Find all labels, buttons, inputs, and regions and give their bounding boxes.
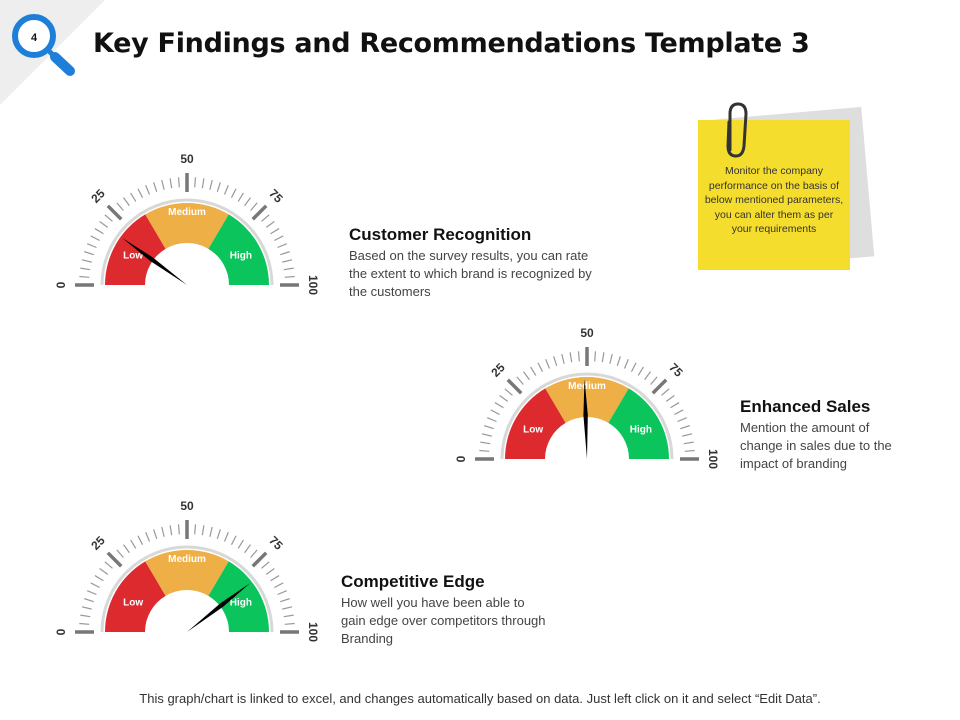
page-title: Key Findings and Recommendations Templat… [93, 28, 810, 59]
gauge-band-medium [145, 203, 229, 249]
gauge-tick-label: 50 [180, 152, 194, 166]
sticky-note-text: Monitor the company performance on the b… [704, 165, 844, 235]
sticky-note: Monitor the company performance on the b… [690, 95, 890, 290]
gauge-band-low [505, 388, 566, 459]
gauge-tick-label: 0 [454, 455, 468, 462]
gauge-tick-label: 50 [180, 499, 194, 513]
gauge-band-high [208, 214, 269, 285]
gauge-tick-label: 25 [488, 360, 508, 380]
customer-recognition-block: Customer Recognition Based on the survey… [349, 225, 599, 301]
gauge-band-high [208, 561, 269, 632]
competitive-edge-description: How well you have been able to gain edge… [341, 595, 546, 646]
competitive-edge-block: Competitive Edge How well you have been … [341, 572, 551, 648]
gauge-band-label: Medium [168, 207, 206, 218]
gauge-band-label: High [630, 424, 652, 435]
gauge-tick-label: 75 [266, 533, 286, 553]
slide-number: 4 [31, 32, 38, 44]
gauge-needle [187, 582, 251, 632]
gauge-enhanced-sales[interactable]: Low Medium High 0 25 50 75 100 [447, 314, 727, 474]
customer-recognition-title: Customer Recognition [349, 225, 532, 244]
customer-recognition-description: Based on the survey results, you can rat… [349, 248, 592, 299]
gauge-band-label: Medium [568, 381, 606, 392]
gauge-tick-label: 50 [580, 326, 594, 340]
sticky-note-paper: Monitor the company performance on the b… [698, 120, 850, 270]
gauge-band-medium [145, 550, 229, 596]
gauge-band-high [608, 388, 669, 459]
gauge-tick-label: 75 [266, 186, 286, 206]
magnifier-icon: 4 [12, 14, 75, 76]
gauge-band-label: Low [523, 424, 543, 435]
gauge-needle [583, 379, 588, 459]
gauge-tick-label: 75 [666, 360, 686, 380]
gauge-band-label: High [230, 597, 252, 608]
gauge-tick-label: 100 [306, 275, 320, 295]
footer-note: This graph/chart is linked to excel, and… [139, 691, 821, 706]
gauge-band-label: Medium [168, 554, 206, 565]
gauge-band-label: Low [123, 597, 143, 608]
gauge-band-low [105, 561, 166, 632]
competitive-edge-title: Competitive Edge [341, 572, 485, 591]
gauge-band-label: Low [123, 250, 143, 261]
gauge-customer-recognition[interactable]: Low Medium High 0 25 50 75 100 [47, 140, 327, 300]
gauge-band-low [105, 214, 166, 285]
gauge-band-medium [545, 377, 629, 423]
gauge-tick-label: 100 [306, 622, 320, 642]
gauge-tick-label: 100 [706, 449, 720, 469]
gauge-tick-label: 0 [54, 281, 68, 288]
gauge-competitive-edge[interactable]: Low Medium High 0 25 50 75 100 [47, 487, 327, 647]
enhanced-sales-description: Mention the amount of change in sales du… [740, 420, 892, 471]
gauge-needle [122, 237, 187, 285]
gauge-tick-label: 0 [54, 628, 68, 635]
paperclip-icon [726, 102, 748, 158]
gauge-tick-label: 25 [88, 533, 108, 553]
gauge-band-label: High [230, 250, 252, 261]
enhanced-sales-block: Enhanced Sales Mention the amount of cha… [740, 397, 900, 473]
gauge-tick-label: 25 [88, 186, 108, 206]
enhanced-sales-title: Enhanced Sales [740, 397, 871, 416]
